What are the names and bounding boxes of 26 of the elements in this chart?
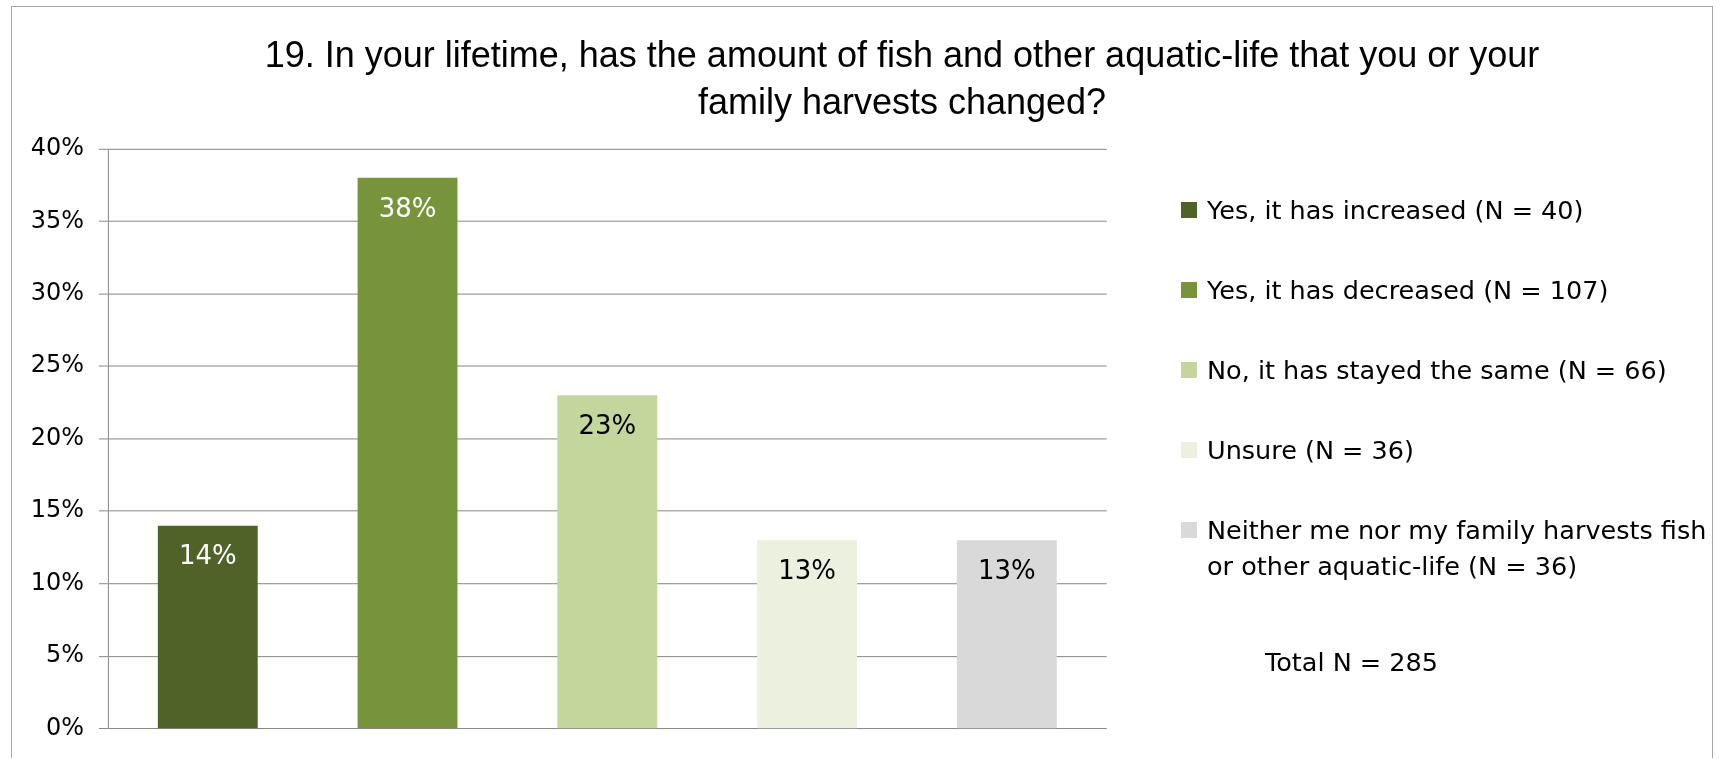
bar: [956, 540, 1057, 729]
data-label: 23%: [578, 409, 637, 440]
legend-label: No, it has stayed the same (N = 66): [1207, 354, 1667, 387]
legend-label: Unsure (N = 36): [1207, 434, 1414, 467]
y-tick-label: 10%: [30, 567, 84, 596]
bar: [757, 540, 858, 729]
bar: [357, 177, 458, 729]
legend-label: Yes, it has decreased (N = 107): [1207, 274, 1609, 307]
y-tick-label: 5%: [45, 640, 84, 669]
y-tick-label: 15%: [30, 495, 84, 524]
y-tick-label: 25%: [30, 350, 84, 379]
y-tick-label: 0%: [45, 712, 84, 741]
chart-title: 19. In your lifetime, has the amount of fish and other aquatic-life that you or your family harvests changed?: [263, 33, 1541, 124]
data-label: 38%: [378, 192, 437, 223]
bar: [157, 525, 258, 729]
bar: [557, 395, 658, 729]
y-tick-label: 30%: [30, 278, 84, 306]
data-label: 13%: [778, 554, 836, 585]
y-tick-label: 20%: [30, 422, 84, 451]
y-tick-label: 40%: [30, 133, 84, 162]
y-tick-label: 35%: [30, 205, 84, 234]
legend-label: Yes, it has increased (N = 40): [1207, 194, 1584, 227]
legend-label: Neither me nor my family harvests fish or other aquatic-life (N = 36): [1207, 514, 1708, 583]
text: Total N = 285: [1265, 646, 1438, 679]
data-label: 13%: [977, 554, 1036, 585]
data-label: 14%: [178, 540, 237, 571]
